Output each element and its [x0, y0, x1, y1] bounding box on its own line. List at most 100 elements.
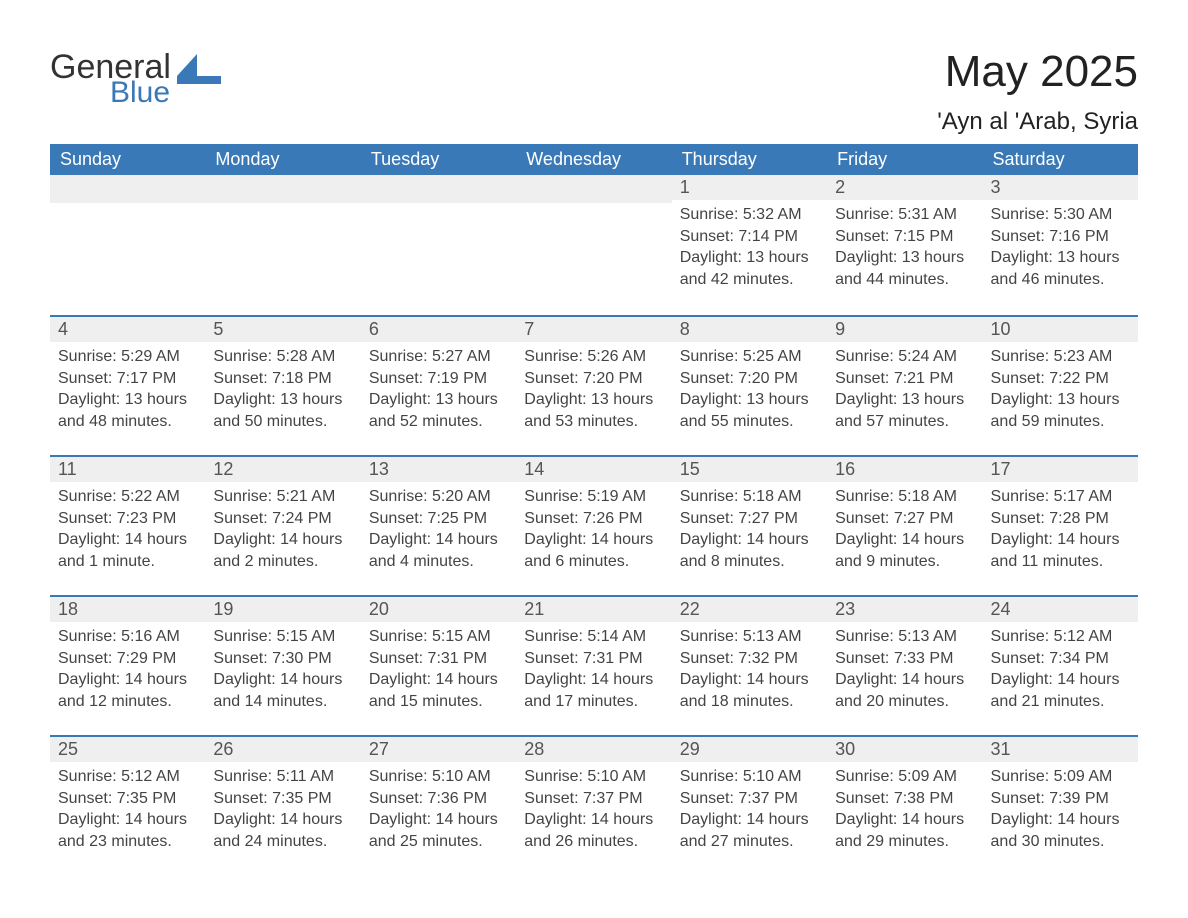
day-number: 22 — [672, 597, 827, 622]
daylight-line: Daylight: 13 hours and 50 minutes. — [213, 389, 352, 432]
calendar-day-cell: 31Sunrise: 5:09 AMSunset: 7:39 PMDayligh… — [983, 735, 1138, 875]
daylight-line: Daylight: 13 hours and 42 minutes. — [680, 247, 819, 290]
daylight-line: Daylight: 13 hours and 55 minutes. — [680, 389, 819, 432]
calendar-day-cell: 14Sunrise: 5:19 AMSunset: 7:26 PMDayligh… — [516, 455, 671, 595]
day-details: Sunrise: 5:18 AMSunset: 7:27 PMDaylight:… — [827, 482, 982, 578]
logo-text: General Blue — [50, 50, 171, 108]
sunrise-line: Sunrise: 5:11 AM — [213, 766, 352, 788]
day-number: 14 — [516, 457, 671, 482]
sunset-line: Sunset: 7:33 PM — [835, 648, 974, 670]
calendar-week-row: 11Sunrise: 5:22 AMSunset: 7:23 PMDayligh… — [50, 455, 1138, 595]
daylight-line: Daylight: 14 hours and 26 minutes. — [524, 809, 663, 852]
daylight-line: Daylight: 13 hours and 53 minutes. — [524, 389, 663, 432]
sunset-line: Sunset: 7:20 PM — [680, 368, 819, 390]
day-number: 24 — [983, 597, 1138, 622]
sunrise-line: Sunrise: 5:13 AM — [680, 626, 819, 648]
calendar-empty-cell — [205, 175, 360, 315]
day-number: 19 — [205, 597, 360, 622]
daylight-line: Daylight: 14 hours and 23 minutes. — [58, 809, 197, 852]
sunset-line: Sunset: 7:32 PM — [680, 648, 819, 670]
day-details: Sunrise: 5:16 AMSunset: 7:29 PMDaylight:… — [50, 622, 205, 718]
sunrise-line: Sunrise: 5:25 AM — [680, 346, 819, 368]
calendar-day-cell: 27Sunrise: 5:10 AMSunset: 7:36 PMDayligh… — [361, 735, 516, 875]
day-details: Sunrise: 5:19 AMSunset: 7:26 PMDaylight:… — [516, 482, 671, 578]
sunrise-line: Sunrise: 5:21 AM — [213, 486, 352, 508]
sunrise-line: Sunrise: 5:15 AM — [369, 626, 508, 648]
daylight-line: Daylight: 13 hours and 44 minutes. — [835, 247, 974, 290]
calendar-day-cell: 26Sunrise: 5:11 AMSunset: 7:35 PMDayligh… — [205, 735, 360, 875]
calendar-week-row: 25Sunrise: 5:12 AMSunset: 7:35 PMDayligh… — [50, 735, 1138, 875]
day-details: Sunrise: 5:12 AMSunset: 7:35 PMDaylight:… — [50, 762, 205, 858]
day-details: Sunrise: 5:31 AMSunset: 7:15 PMDaylight:… — [827, 200, 982, 296]
sunset-line: Sunset: 7:31 PM — [524, 648, 663, 670]
day-details: Sunrise: 5:09 AMSunset: 7:39 PMDaylight:… — [983, 762, 1138, 858]
calendar-day-cell: 3Sunrise: 5:30 AMSunset: 7:16 PMDaylight… — [983, 175, 1138, 315]
daylight-line: Daylight: 14 hours and 18 minutes. — [680, 669, 819, 712]
calendar-body: 1Sunrise: 5:32 AMSunset: 7:14 PMDaylight… — [50, 175, 1138, 875]
day-details: Sunrise: 5:24 AMSunset: 7:21 PMDaylight:… — [827, 342, 982, 438]
calendar-day-cell: 16Sunrise: 5:18 AMSunset: 7:27 PMDayligh… — [827, 455, 982, 595]
sunrise-line: Sunrise: 5:30 AM — [991, 204, 1130, 226]
weekday-header: Sunday — [50, 144, 205, 175]
day-number: 4 — [50, 317, 205, 342]
calendar-day-cell: 15Sunrise: 5:18 AMSunset: 7:27 PMDayligh… — [672, 455, 827, 595]
weekday-header: Wednesday — [516, 144, 671, 175]
weekday-header: Monday — [205, 144, 360, 175]
calendar-page: General Blue May 2025 'Ayn al 'Arab, Syr… — [0, 0, 1188, 918]
calendar-day-cell: 5 Sunrise: 5:28 AMSunset: 7:18 PMDaylight… — [205, 315, 360, 455]
sunrise-line: Sunrise: 5:16 AM — [58, 626, 197, 648]
calendar-week-row: 18Sunrise: 5:16 AMSunset: 7:29 PMDayligh… — [50, 595, 1138, 735]
day-number: 23 — [827, 597, 982, 622]
sunrise-line: Sunrise: 5:23 AM — [991, 346, 1130, 368]
daylight-line: Daylight: 13 hours and 57 minutes. — [835, 389, 974, 432]
calendar-week-row: 4Sunrise: 5:29 AMSunset: 7:17 PMDaylight… — [50, 315, 1138, 455]
calendar-empty-cell — [516, 175, 671, 315]
day-details: Sunrise: 5:26 AMSunset: 7:20 PMDaylight:… — [516, 342, 671, 438]
calendar-day-cell: 19Sunrise: 5:15 AMSunset: 7:30 PMDayligh… — [205, 595, 360, 735]
sunset-line: Sunset: 7:39 PM — [991, 788, 1130, 810]
calendar-table: Sunday Monday Tuesday Wednesday Thursday… — [50, 144, 1138, 875]
sunset-line: Sunset: 7:16 PM — [991, 226, 1130, 248]
sunrise-line: Sunrise: 5:22 AM — [58, 486, 197, 508]
sunrise-line: Sunrise: 5:18 AM — [835, 486, 974, 508]
day-number: 5 — [205, 317, 360, 342]
daylight-line: Daylight: 14 hours and 29 minutes. — [835, 809, 974, 852]
day-number: 29 — [672, 737, 827, 762]
sunrise-line: Sunrise: 5:28 AM — [213, 346, 352, 368]
daylight-line: Daylight: 13 hours and 46 minutes. — [991, 247, 1130, 290]
daylight-line: Daylight: 14 hours and 6 minutes. — [524, 529, 663, 572]
sunset-line: Sunset: 7:26 PM — [524, 508, 663, 530]
sunrise-line: Sunrise: 5:32 AM — [680, 204, 819, 226]
daylight-line: Daylight: 14 hours and 17 minutes. — [524, 669, 663, 712]
day-number: 17 — [983, 457, 1138, 482]
daylight-line: Daylight: 14 hours and 15 minutes. — [369, 669, 508, 712]
day-number: 18 — [50, 597, 205, 622]
sunset-line: Sunset: 7:35 PM — [213, 788, 352, 810]
daylight-line: Daylight: 14 hours and 11 minutes. — [991, 529, 1130, 572]
weekday-header: Thursday — [672, 144, 827, 175]
calendar-week-row: 1Sunrise: 5:32 AMSunset: 7:14 PMDaylight… — [50, 175, 1138, 315]
sunrise-line: Sunrise: 5:13 AM — [835, 626, 974, 648]
sunrise-line: Sunrise: 5:26 AM — [524, 346, 663, 368]
logo: General Blue — [50, 50, 221, 108]
month-title: May 2025 — [937, 50, 1138, 94]
day-number: 12 — [205, 457, 360, 482]
day-number: 26 — [205, 737, 360, 762]
day-details: Sunrise: 5:11 AMSunset: 7:35 PMDaylight:… — [205, 762, 360, 858]
location: 'Ayn al 'Arab, Syria — [937, 108, 1138, 136]
sunrise-line: Sunrise: 5:20 AM — [369, 486, 508, 508]
sunset-line: Sunset: 7:18 PM — [213, 368, 352, 390]
sunrise-line: Sunrise: 5:19 AM — [524, 486, 663, 508]
daylight-line: Daylight: 13 hours and 48 minutes. — [58, 389, 197, 432]
sunset-line: Sunset: 7:15 PM — [835, 226, 974, 248]
sunset-line: Sunset: 7:36 PM — [369, 788, 508, 810]
calendar-day-cell: 24Sunrise: 5:12 AMSunset: 7:34 PMDayligh… — [983, 595, 1138, 735]
day-number: 28 — [516, 737, 671, 762]
day-details: Sunrise: 5:09 AMSunset: 7:38 PMDaylight:… — [827, 762, 982, 858]
sunrise-line: Sunrise: 5:12 AM — [991, 626, 1130, 648]
day-number: 30 — [827, 737, 982, 762]
weekday-header: Tuesday — [361, 144, 516, 175]
daylight-line: Daylight: 14 hours and 24 minutes. — [213, 809, 352, 852]
daylight-line: Daylight: 13 hours and 59 minutes. — [991, 389, 1130, 432]
calendar-empty-cell — [361, 175, 516, 315]
